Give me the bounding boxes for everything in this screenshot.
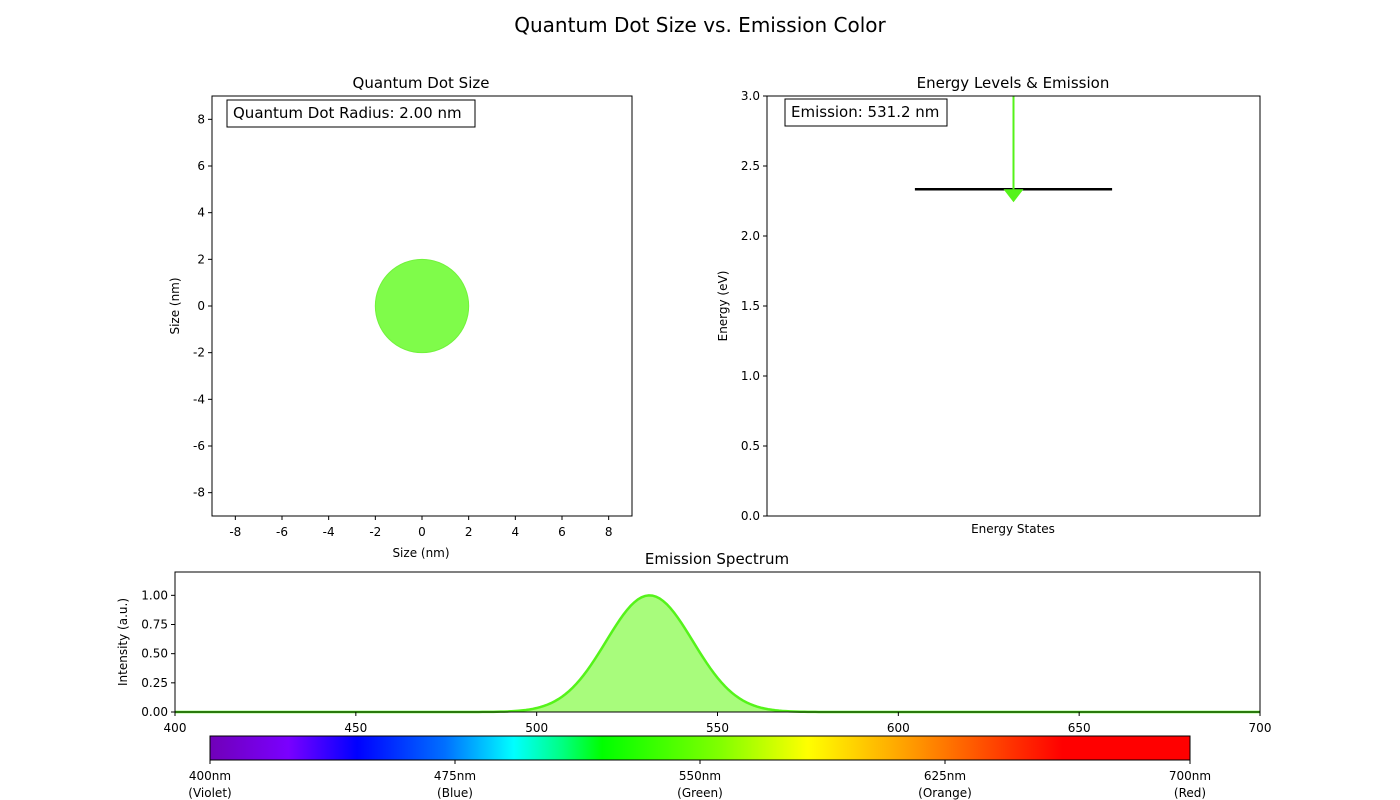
size-y-tick-label: -6 bbox=[193, 439, 205, 453]
emission-arrow-head bbox=[1003, 189, 1024, 203]
colorbar-tick-color-name: (Blue) bbox=[437, 786, 473, 800]
spectrum-x-ticks: 400 450 500 550 600 650 700 bbox=[164, 712, 1272, 735]
quantum-dot bbox=[374, 258, 470, 354]
spectrum-panel: Emission Spectrum 400 450 500 550 600 650 700 … bbox=[116, 550, 1271, 735]
energy-y-tick-label: 2.5 bbox=[741, 159, 760, 173]
size-y-ticks: -8 -6 -4 -2 0 2 4 6 8 bbox=[193, 112, 212, 500]
spectrum-x-tick-label: 650 bbox=[1068, 721, 1091, 735]
spectrum-y-tick-label: 0.00 bbox=[141, 705, 168, 719]
energy-y-tick-label: 1.5 bbox=[741, 299, 760, 313]
size-y-tick-label: -2 bbox=[193, 346, 205, 360]
colorbar-ticks: 400nm (Violet) 475nm (Blue) 550nm (Green) 625n… bbox=[188, 760, 1211, 800]
size-y-tick-label: 0 bbox=[197, 299, 205, 313]
colorbar-tick-label: 475nm bbox=[434, 769, 476, 783]
spectrum-panel-title: Emission Spectrum bbox=[645, 550, 789, 568]
spectrum-y-tick-label: 0.50 bbox=[141, 647, 168, 661]
spectrum-x-tick-label: 500 bbox=[525, 721, 548, 735]
energy-y-tick-label: 1.0 bbox=[741, 369, 760, 383]
size-x-tick-label: 8 bbox=[605, 525, 613, 539]
spectrum-x-tick-label: 700 bbox=[1249, 721, 1272, 735]
size-y-tick-label: 2 bbox=[197, 252, 205, 266]
colorbar-tick-color-name: (Green) bbox=[677, 786, 723, 800]
colorbar-tick-color-name: (Violet) bbox=[188, 786, 231, 800]
size-annotation: Quantum Dot Radius: 2.00 nm bbox=[233, 104, 462, 122]
size-x-tick-label: 0 bbox=[418, 525, 426, 539]
energy-panel: Energy Levels & Emission 0.0 0.5 1.0 1.5 2.0… bbox=[716, 74, 1261, 536]
spectrum-x-tick-label: 400 bbox=[164, 721, 187, 735]
size-panel-title: Quantum Dot Size bbox=[353, 74, 490, 92]
size-y-tick-label: -4 bbox=[193, 392, 205, 406]
size-x-tick-label: -4 bbox=[323, 525, 335, 539]
spectrum-x-tick-label: 550 bbox=[706, 721, 729, 735]
colorbar-tick-label: 700nm bbox=[1169, 769, 1211, 783]
size-x-tick-label: -8 bbox=[229, 525, 241, 539]
energy-annotation: Emission: 531.2 nm bbox=[791, 103, 939, 121]
energy-y-tick-label: 0.5 bbox=[741, 439, 760, 453]
size-x-tick-label: -2 bbox=[369, 525, 381, 539]
spectrum-fill bbox=[175, 595, 1260, 712]
spectrum-y-tick-label: 0.25 bbox=[141, 676, 168, 690]
size-x-ticks: -8 -6 -4 -2 0 2 4 6 8 bbox=[229, 516, 612, 539]
size-y-tick-label: -8 bbox=[193, 486, 205, 500]
size-x-tick-label: 2 bbox=[465, 525, 473, 539]
energy-x-label: Energy States bbox=[971, 522, 1055, 536]
size-y-tick-label: 4 bbox=[197, 206, 205, 220]
energy-y-ticks: 0.0 0.5 1.0 1.5 2.0 2.5 3.0 bbox=[741, 89, 767, 523]
size-y-tick-label: 8 bbox=[197, 112, 205, 126]
size-x-label: Size (nm) bbox=[392, 546, 449, 560]
colorbar-tick-color-name: (Red) bbox=[1174, 786, 1206, 800]
colorbar-tick-label: 625nm bbox=[924, 769, 966, 783]
energy-annotation-box bbox=[784, 98, 948, 127]
energy-panel-title: Energy Levels & Emission bbox=[917, 74, 1110, 92]
size-annotation-box bbox=[226, 99, 476, 128]
size-x-tick-label: 6 bbox=[558, 525, 566, 539]
spectrum-y-tick-label: 0.75 bbox=[141, 618, 168, 632]
size-x-tick-label: 4 bbox=[512, 525, 520, 539]
colorbar-gradient bbox=[209, 735, 1191, 761]
colorbar-tick-label: 550nm bbox=[679, 769, 721, 783]
spectrum-x-tick-label: 450 bbox=[344, 721, 367, 735]
spectrum-y-ticks: 0.00 0.25 0.50 0.75 1.00 bbox=[141, 588, 175, 719]
size-panel: Quantum Dot Size -8 -6 -4 -2 0 2 4 6 8 -8 -6 -4 -2 0… bbox=[168, 74, 633, 560]
size-x-tick-label: -6 bbox=[276, 525, 288, 539]
energy-y-tick-label: 3.0 bbox=[741, 89, 760, 103]
figure-title: Quantum Dot Size vs. Emission Color bbox=[514, 13, 886, 37]
spectrum-y-tick-label: 1.00 bbox=[141, 588, 168, 602]
wavelength-colorbar: 400nm (Violet) 475nm (Blue) 550nm (Green) 625n… bbox=[188, 735, 1211, 800]
spectrum-x-tick-label: 600 bbox=[887, 721, 910, 735]
colorbar-tick-color-name: (Orange) bbox=[918, 786, 972, 800]
colorbar-tick-label: 400nm bbox=[189, 769, 231, 783]
energy-y-label: Energy (eV) bbox=[716, 271, 730, 342]
size-y-tick-label: 6 bbox=[197, 159, 205, 173]
energy-y-tick-label: 2.0 bbox=[741, 229, 760, 243]
energy-y-tick-label: 0.0 bbox=[741, 509, 760, 523]
size-y-label: Size (nm) bbox=[168, 277, 182, 334]
spectrum-y-label: Intensity (a.u.) bbox=[116, 598, 130, 686]
